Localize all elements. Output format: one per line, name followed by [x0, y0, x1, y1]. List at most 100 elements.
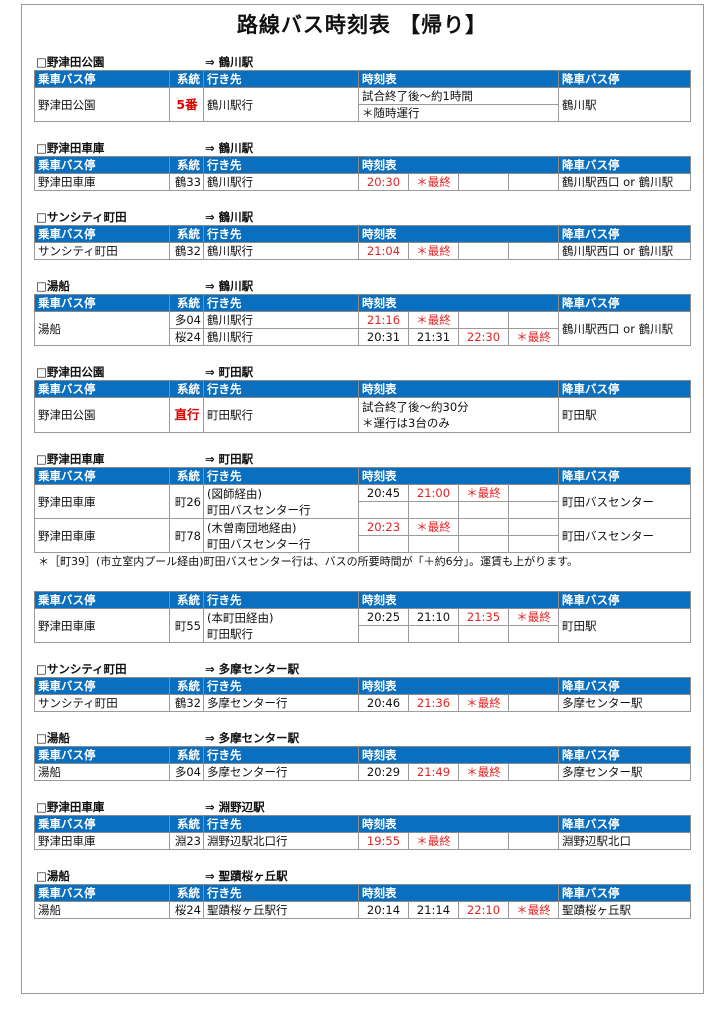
- header-dest: 行き先: [203, 294, 359, 312]
- departure-time: 20:23: [358, 518, 409, 536]
- section-heading: □野津田公園 ⇒ 鶴川駅: [34, 54, 690, 70]
- timetable: 乗車バス停 系統 行き先 時刻表 降車バス停 野津田公園 5番 鶴川駅行 試合終了後～約1時間 鶴…: [34, 70, 691, 122]
- header-dest: 行き先: [203, 380, 359, 398]
- header-schedule: 時刻表: [358, 746, 559, 764]
- header-schedule: 時刻表: [358, 294, 559, 312]
- section-heading: □野津田車庫 ⇒ 鶴川駅: [34, 140, 690, 156]
- last-bus-label: ＊最終: [408, 311, 459, 329]
- boarding-stop-heading: □湯船: [36, 869, 70, 883]
- header-alight: 降車バス停: [558, 746, 691, 764]
- route-number: 鶴32: [169, 694, 204, 712]
- route-section: □湯船 ⇒ 鶴川駅 乗車バス停 系統 行き先 時刻表 降車バス停 湯船 多04 鶴川駅行 21:16…: [34, 278, 691, 346]
- route-section: 乗車バス停 系統 行き先 時刻表 降車バス停 野津田車庫 町55 (本町田経由) 町田駅行 20:…: [34, 575, 691, 643]
- destination: 鶴川駅行: [203, 328, 359, 346]
- destination-line: (本町田経由): [207, 610, 274, 625]
- header-alight: 降車バス停: [558, 591, 691, 609]
- boarding-stop: 湯船: [34, 311, 170, 346]
- departure-time: 21:04: [358, 242, 409, 260]
- table-row: 野津田車庫 町78 (木曽南団地経由) 町田バスセンター行 20:23 ＊最終町田バスセン…: [34, 518, 691, 553]
- table-row: ＊随時運行: [35, 104, 691, 122]
- boarding-stop-heading: □サンシティ町田: [36, 662, 127, 676]
- boarding-stop: 野津田車庫: [34, 518, 170, 553]
- destination: 多摩センター行: [203, 694, 359, 712]
- header-route: 系統: [169, 591, 204, 609]
- departure-time: 20:30: [358, 173, 409, 191]
- header-alight: 降車バス停: [558, 815, 691, 833]
- header-row: 乗車バス停 系統 行き先 時刻表 降車バス停: [34, 294, 691, 312]
- header-route: 系統: [169, 746, 204, 764]
- section-heading: □サンシティ町田 ⇒ 鶴川駅: [34, 209, 690, 225]
- header-alight: 降車バス停: [558, 884, 691, 902]
- route-number: 町78: [169, 518, 204, 553]
- header-stop: 乗車バス停: [34, 156, 170, 174]
- header-row: 乗車バス停 系統 行き先 時刻表 降車バス停: [34, 156, 691, 174]
- route-section: □湯船 ⇒ 聖蹟桜ヶ丘駅 乗車バス停 系統 行き先 時刻表 降車バス停 湯船 桜24 聖蹟桜ヶ丘駅…: [34, 868, 691, 919]
- alighting-stop: 多摩センター駅: [558, 694, 691, 712]
- last-bus-label: ＊最終: [408, 518, 459, 536]
- table-row: サンシティ町田 鶴32 鶴川駅行 21:04 ＊最終 鶴川駅西口 or 鶴川駅: [34, 242, 691, 260]
- header-dest: 行き先: [203, 591, 359, 609]
- destination-line: 町田バスセンター行: [207, 502, 311, 517]
- empty-time-cell: [458, 535, 509, 553]
- timetable: 乗車バス停 系統 行き先 時刻表 降車バス停 湯船 多04 多摩センター行 20:29 21:49…: [34, 746, 691, 781]
- boarding-stop-heading: □野津田公園: [36, 55, 105, 69]
- page-frame: [21, 4, 704, 994]
- last-bus-label: ＊最終: [508, 608, 559, 626]
- schedule-note-line: 試合終了後～約30分: [362, 400, 469, 414]
- destination: 淵野辺駅北口行: [203, 832, 359, 850]
- route-number: 町26: [169, 484, 204, 519]
- header-route: 系統: [169, 884, 204, 902]
- schedule-note-line: ＊運行は3台のみ: [362, 416, 450, 430]
- destination-heading: ⇒ 町田駅: [205, 365, 254, 379]
- departure-time: 22:30: [458, 328, 509, 346]
- header-schedule: 時刻表: [358, 467, 559, 485]
- timetable: 乗車バス停 系統 行き先 時刻表 降車バス停 湯船 桜24 聖蹟桜ヶ丘駅行 20:14 21:14…: [34, 884, 691, 919]
- destination-line: 聖蹟桜ヶ丘駅行: [207, 903, 288, 917]
- header-route: 系統: [169, 467, 204, 485]
- route-number: 直行: [169, 397, 204, 433]
- route-number: 淵23: [169, 832, 204, 850]
- section-heading: [34, 575, 690, 591]
- alighting-stop: 鶴川駅西口 or 鶴川駅: [558, 311, 691, 346]
- route-number: 桜24: [169, 901, 204, 919]
- empty-time-cell: [358, 535, 409, 553]
- empty-time-cell: [358, 501, 409, 519]
- departure-time: 21:00: [408, 484, 459, 502]
- table-row: 野津田車庫 淵23 淵野辺駅北口行 19:55 ＊最終 淵野辺駅北口: [34, 832, 691, 850]
- alighting-stop: 淵野辺駅北口: [558, 832, 691, 850]
- section-heading: □湯船 ⇒ 鶴川駅: [34, 278, 690, 294]
- destination: 聖蹟桜ヶ丘駅行: [203, 901, 359, 919]
- destination-line: 町田バスセンター行: [207, 536, 311, 551]
- boarding-stop: 野津田公園: [34, 397, 170, 433]
- departure-time: 19:55: [358, 832, 409, 850]
- timetable: 乗車バス停 系統 行き先 時刻表 降車バス停 野津田車庫 淵23 淵野辺駅北口行 19:55 ＊最…: [34, 815, 691, 850]
- departure-time: 21:36: [408, 694, 459, 712]
- route-number: 鶴32: [169, 242, 204, 260]
- header-stop: 乗車バス停: [34, 884, 170, 902]
- header-schedule: 時刻表: [358, 815, 559, 833]
- alighting-stop: 鶴川駅西口 or 鶴川駅: [558, 173, 691, 191]
- table-row: 野津田車庫 町26 (図師経由) 町田バスセンター行 20:45 21:00 ＊最終 町田バス…: [34, 484, 691, 519]
- header-dest: 行き先: [203, 746, 359, 764]
- header-alight: 降車バス停: [558, 70, 691, 88]
- alighting-stop: 鶴川駅: [558, 87, 691, 122]
- destination-line: 多摩センター行: [207, 696, 288, 710]
- empty-time-cell: [508, 694, 559, 712]
- destination: (木曽南団地経由) 町田バスセンター行: [203, 518, 359, 553]
- empty-time-cell: [508, 173, 559, 191]
- schedule-note-line: 試合終了後～約1時間: [362, 89, 473, 103]
- destination-heading: ⇒ 町田駅: [205, 452, 254, 466]
- departure-time: 20:31: [358, 328, 409, 346]
- header-dest: 行き先: [203, 884, 359, 902]
- timetable: 乗車バス停 系統 行き先 時刻表 降車バス停 サンシティ町田 鶴32 多摩センター行 20:46…: [34, 677, 691, 712]
- header-row: 乗車バス停 系統 行き先 時刻表 降車バス停: [34, 746, 691, 764]
- boarding-stop: 野津田車庫: [34, 608, 170, 643]
- departure-time: 21:31: [408, 328, 459, 346]
- section-heading: □サンシティ町田 ⇒ 多摩センター駅: [34, 661, 690, 677]
- table-row: 野津田公園 5番 鶴川駅行 試合終了後～約1時間 鶴川駅: [34, 87, 691, 122]
- route-number: 町55: [169, 608, 204, 643]
- header-row: 乗車バス停 系統 行き先 時刻表 降車バス停: [34, 467, 691, 485]
- departure-time: 21:49: [408, 763, 459, 781]
- boarding-stop: 野津田車庫: [34, 484, 170, 519]
- empty-time-cell: [508, 535, 559, 553]
